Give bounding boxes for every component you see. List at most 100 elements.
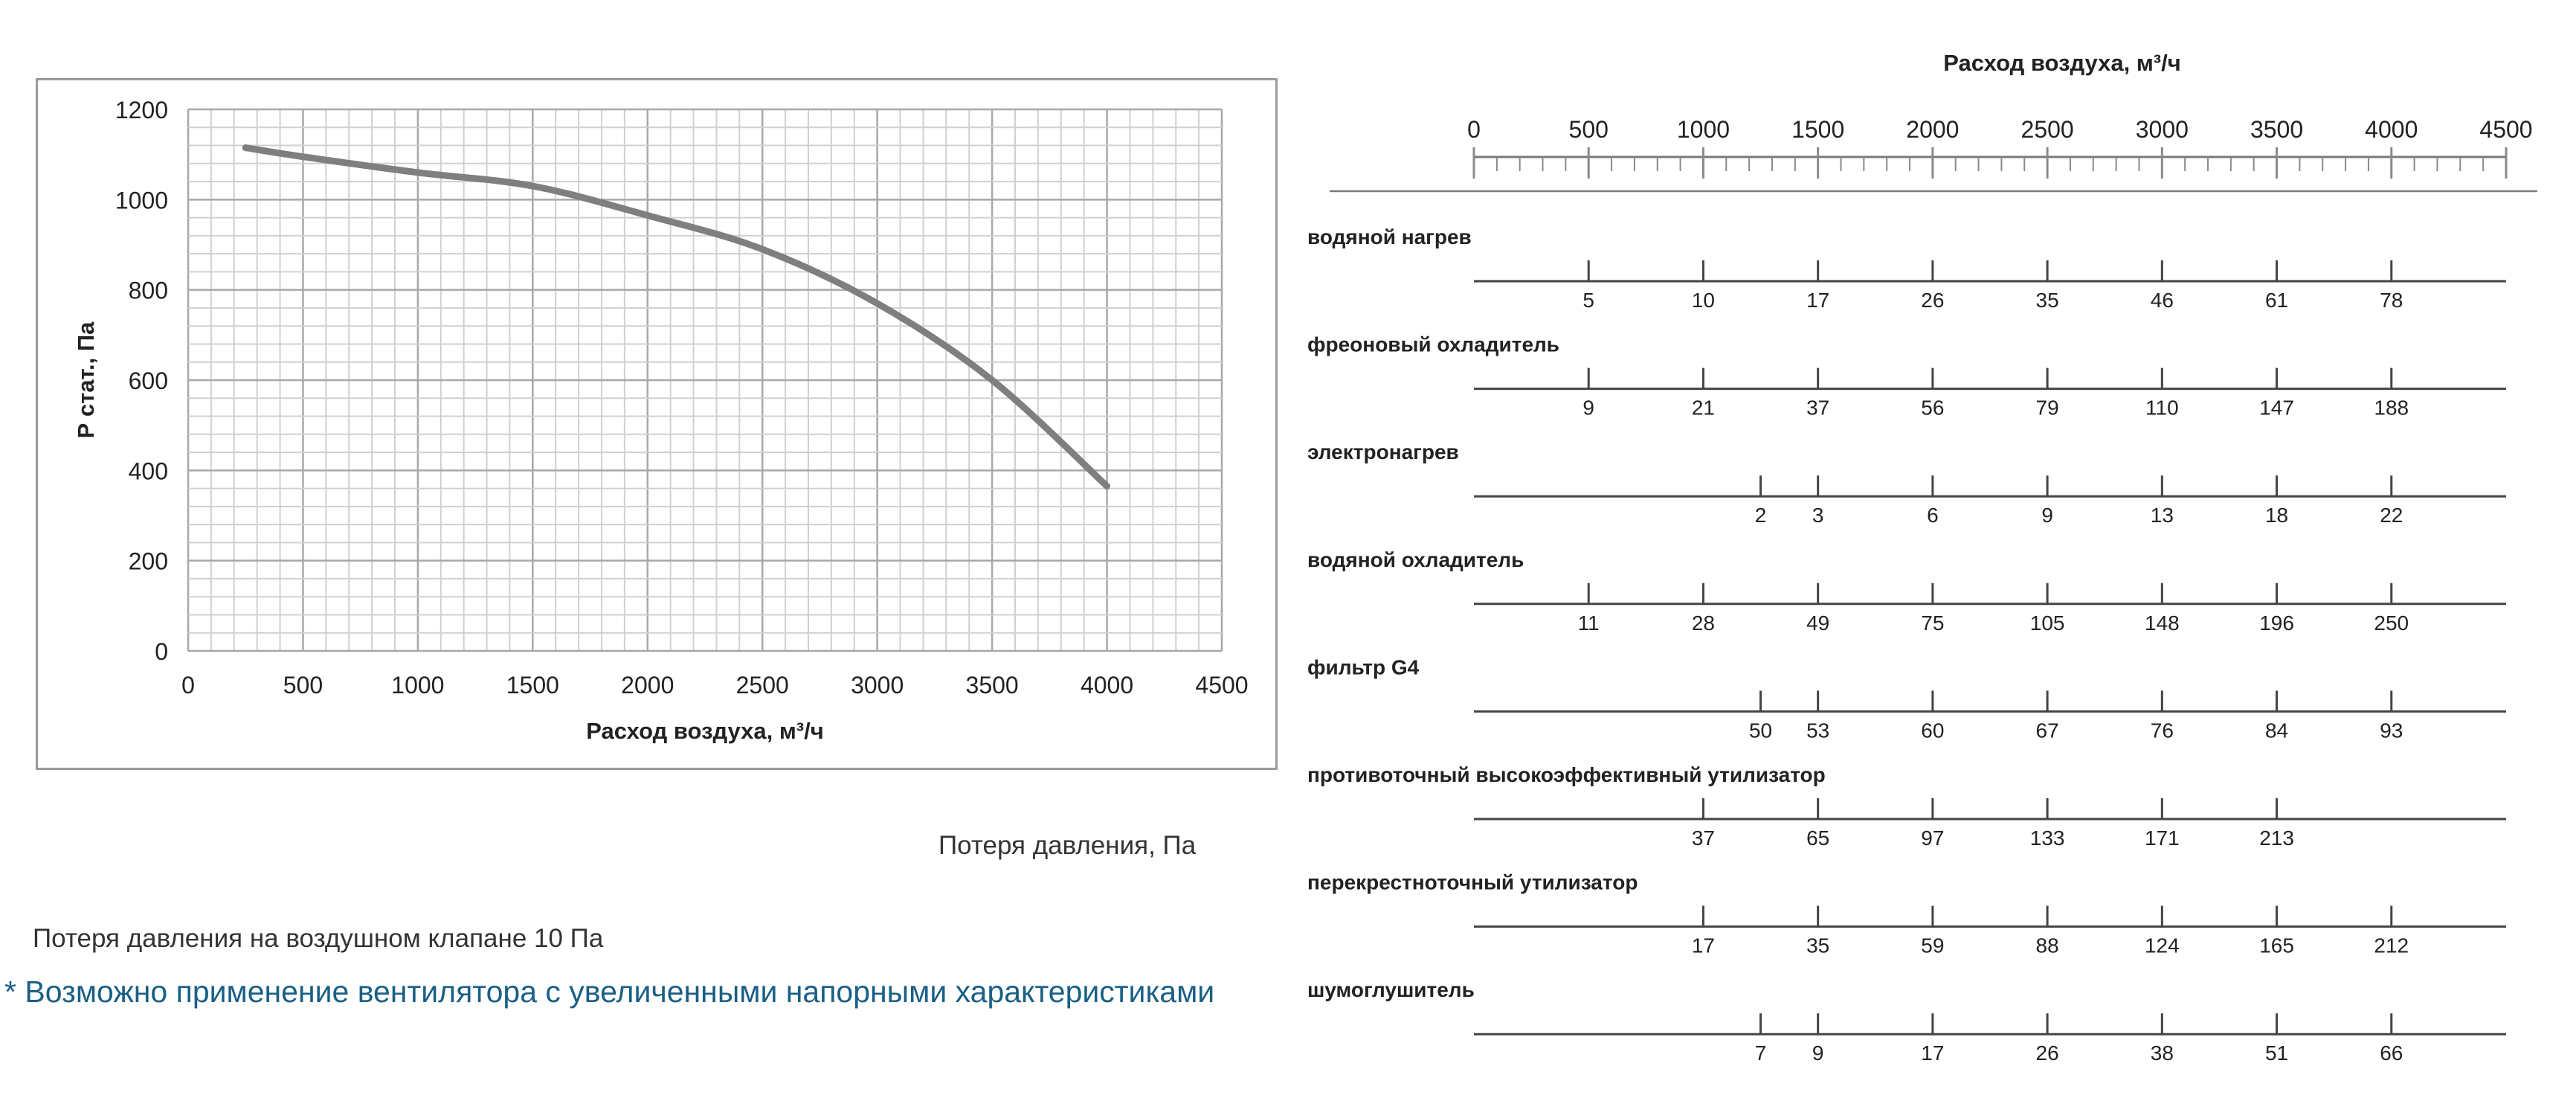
x-tick-label: 1500 (506, 672, 559, 699)
footnote: * Возможно применение вентилятора с увел… (4, 975, 1215, 1009)
component-row-value: 93 (2380, 719, 2403, 742)
component-row-value: 110 (2145, 396, 2179, 420)
component-row-value: 59 (1921, 934, 1944, 957)
component-row: перекрестноточный утилизатор 17 35 59 88 124 1… (1307, 871, 2506, 957)
component-row-value: 84 (2265, 719, 2288, 742)
y-tick-label: 600 (129, 367, 168, 394)
component-row-value: 61 (2265, 289, 2288, 312)
component-row-value: 46 (2151, 289, 2174, 312)
component-row-value: 5 (1582, 289, 1594, 312)
component-row-value: 7 (1755, 1041, 1767, 1065)
pressure-loss-title: Потеря давления, Па (938, 831, 1197, 860)
component-row-value: 9 (2041, 504, 2053, 527)
y-tick-labels: 0 200 400 600 800 1000 1200 (115, 97, 168, 665)
component-row: фильтр G4 50 53 60 67 76 84 93 (1307, 655, 2506, 742)
component-row-value: 56 (1921, 396, 1944, 420)
y-tick-label: 1200 (115, 97, 168, 123)
component-row: шумоглушитель 7 9 17 26 38 51 66 (1307, 978, 2506, 1065)
component-row-value: 75 (1921, 611, 1944, 635)
y-tick-label: 1000 (115, 187, 168, 214)
x-tick-label: 0 (181, 672, 195, 699)
scale-tick-label: 500 (1569, 116, 1609, 143)
component-row-value: 76 (2151, 719, 2174, 742)
component-row-value: 21 (1692, 396, 1715, 420)
scale-title: Расход воздуха, м³/ч (1943, 50, 2180, 76)
y-tick-label: 0 (155, 638, 168, 665)
component-row-value: 196 (2259, 611, 2294, 635)
y-tick-label: 400 (129, 458, 168, 484)
component-row-value: 88 (2036, 934, 2059, 957)
component-row-value: 171 (2145, 826, 2180, 850)
component-row-value: 97 (1921, 826, 1944, 850)
component-row-value: 105 (2030, 611, 2065, 635)
scale-tick-label: 0 (1467, 116, 1481, 143)
component-row-value: 28 (1692, 611, 1715, 635)
scale-tick-label: 2000 (1906, 116, 1959, 143)
component-row-value: 78 (2380, 289, 2403, 312)
component-row-title: фильтр G4 (1307, 655, 1420, 678)
component-row-value: 148 (2145, 611, 2180, 635)
x-tick-label: 3500 (966, 672, 1019, 699)
component-row-title: водяной охладитель (1307, 548, 1524, 571)
scale-tick-label: 1000 (1677, 116, 1730, 143)
y-tick-label: 800 (129, 277, 168, 304)
component-row-value: 49 (1806, 611, 1829, 635)
component-row-value: 37 (1692, 826, 1715, 850)
scale-tick-label: 3500 (2250, 116, 2303, 143)
component-row-value: 124 (2145, 934, 2180, 957)
component-row-value: 17 (1806, 289, 1829, 312)
airflow-scale: 0 500 1000 1500 2000 2500 3000 3500 4000 4500 (1330, 116, 2537, 193)
component-row-value: 26 (2036, 1041, 2059, 1065)
component-row-title: электронагрев (1307, 440, 1459, 463)
fan-curve-line (242, 144, 1111, 490)
x-tick-label: 1000 (391, 672, 444, 699)
component-row-value: 65 (1806, 826, 1829, 850)
component-row-value: 66 (2380, 1041, 2403, 1065)
component-row-value: 18 (2265, 504, 2288, 527)
component-row-value: 147 (2259, 396, 2294, 420)
component-row-value: 35 (1806, 934, 1829, 957)
component-row-value: 11 (1578, 611, 1600, 635)
component-row-value: 3 (1812, 504, 1824, 527)
component-row-value: 13 (2151, 504, 2174, 527)
x-tick-labels: 0 500 1000 1500 2000 2500 3000 3500 4000 4500 (181, 672, 1248, 699)
scale-tick-label: 1500 (1791, 116, 1844, 143)
component-row-value: 26 (1921, 289, 1944, 312)
x-axis-title: Расход воздуха, м³/ч (586, 718, 823, 744)
x-tick-label: 4000 (1081, 672, 1133, 699)
component-row-value: 9 (1582, 396, 1594, 420)
component-row: водяной охладитель 11 28 49 75 105 148 196 250 (1307, 548, 2506, 635)
scale-tick-label: 2500 (2021, 116, 2074, 143)
valve-loss-note: Потеря давления на воздушном клапане 10 … (33, 924, 604, 953)
x-tick-label: 4500 (1195, 672, 1248, 699)
component-row: противоточный высокоэффективный утилизат… (1307, 763, 2506, 850)
component-row-value: 53 (1806, 719, 1829, 742)
x-tick-label: 3000 (851, 672, 904, 699)
component-row-title: противоточный высокоэффективный утилизат… (1307, 763, 1826, 786)
component-row-title: водяной нагрев (1307, 225, 1472, 248)
x-tick-label: 2500 (736, 672, 789, 699)
fan-curve-chart: 0 500 1000 1500 2000 2500 3000 3500 4000 4500 0 20… (73, 97, 1249, 744)
component-row-value: 79 (2036, 396, 2059, 420)
component-row-title: фреоновый охладитель (1307, 333, 1559, 356)
x-tick-label: 500 (283, 672, 323, 699)
x-tick-label: 2000 (621, 672, 674, 699)
component-row-value: 250 (2374, 611, 2409, 635)
component-row-value: 37 (1806, 396, 1829, 420)
component-row-value: 50 (1749, 719, 1772, 742)
component-row: фреоновый охладитель 9 21 37 56 79 110 147 188 (1307, 333, 2506, 420)
fan-curve-chart-frame (36, 78, 1278, 770)
component-row-value: 2 (1755, 504, 1767, 527)
component-row-value: 133 (2030, 826, 2065, 850)
component-row-value: 17 (1692, 934, 1715, 957)
y-axis-title: Р стат., Па (73, 321, 99, 439)
component-row-value: 38 (2151, 1041, 2174, 1065)
component-row-value: 165 (2259, 934, 2294, 957)
component-row-value: 17 (1921, 1041, 1944, 1065)
component-row-value: 22 (2380, 504, 2403, 527)
scale-tick-label: 3000 (2136, 116, 2189, 143)
component-row: электронагрев 2 3 6 9 13 18 22 (1307, 440, 2506, 527)
component-row-value: 60 (1921, 719, 1944, 742)
component-row-title: перекрестноточный утилизатор (1307, 871, 1638, 894)
